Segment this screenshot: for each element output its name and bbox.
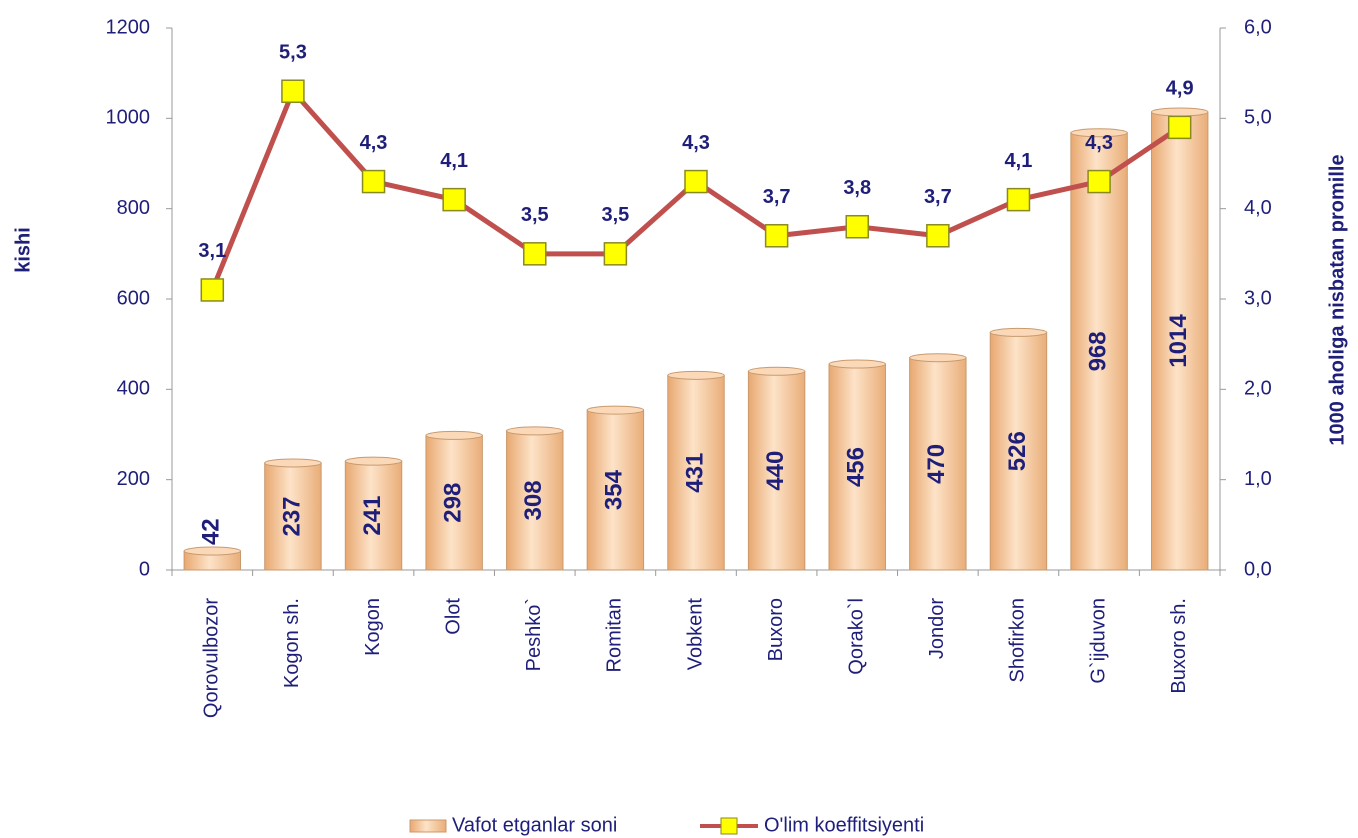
line-value-label: 4,1: [440, 150, 468, 172]
bar-top: [989, 327, 1048, 337]
bar-top: [828, 359, 886, 369]
legend-marker: [720, 817, 738, 835]
bar-value-label: 42: [198, 518, 225, 545]
bar-top: [264, 458, 322, 468]
y2-tick-label: 0,0: [1244, 558, 1272, 580]
line-marker: [1006, 187, 1031, 212]
line-marker: [442, 187, 466, 212]
y2-tick-label: 2,0: [1244, 378, 1272, 400]
bar-value-label: 354: [601, 469, 628, 510]
y-tick-label: 1200: [106, 16, 151, 38]
line-marker: [684, 169, 708, 194]
bar-value-label: 431: [681, 453, 708, 493]
bar-top: [1070, 128, 1128, 138]
line-marker: [1167, 115, 1192, 140]
line-marker: [764, 224, 789, 248]
bar-top: [506, 426, 564, 436]
legend-label: Vafot etganlar soni: [452, 814, 617, 836]
x-tick-label: Vobkent: [684, 598, 706, 671]
y2-tick-label: 5,0: [1244, 107, 1272, 129]
line-value-label: 4,3: [1085, 132, 1113, 154]
bar-top: [1150, 107, 1209, 117]
line-value-label: 5,3: [279, 42, 307, 64]
y-axis-title: kishi: [12, 227, 34, 273]
line-marker: [361, 169, 386, 194]
bar: [1150, 111, 1209, 571]
y2-axis-title: 1000 aholiga nisbatan promille: [1326, 154, 1348, 445]
line-marker: [603, 242, 628, 266]
x-tick-label: Peshko`: [523, 598, 545, 671]
x-tick-label: Olot: [442, 598, 464, 635]
y2-tick-label: 1,0: [1244, 468, 1272, 490]
line-marker: [523, 242, 547, 266]
line-marker: [1087, 169, 1111, 194]
y-tick-label: 600: [117, 287, 150, 309]
line-marker: [926, 224, 950, 248]
bar-value-label: 456: [843, 447, 870, 487]
line-value-label: 3,7: [763, 186, 791, 208]
line-marker: [200, 278, 225, 302]
bar-top: [425, 430, 483, 440]
bar-value-label: 1014: [1165, 314, 1192, 368]
bar: [747, 370, 806, 571]
x-tick-label: G`ijduvon: [1087, 598, 1109, 684]
line-value-label: 3,1: [198, 240, 226, 262]
y-tick-label: 800: [117, 197, 150, 219]
bar-value-label: 470: [923, 444, 950, 484]
bar-top: [183, 546, 242, 556]
legend-swatch: [409, 819, 447, 833]
x-tick-label: Buxoro sh.: [1168, 598, 1190, 694]
bar-value-label: 241: [359, 496, 386, 536]
x-tick-label: Kogon: [362, 598, 384, 656]
line-value-label: 4,3: [682, 132, 710, 154]
x-tick-label: Qorovulbozor: [201, 598, 223, 718]
line-value-label: 4,3: [360, 132, 388, 154]
y-tick-label: 1000: [106, 107, 151, 129]
y2-tick-label: 4,0: [1244, 197, 1272, 219]
bar-top: [586, 405, 645, 415]
x-tick-label: Buxoro: [765, 598, 787, 661]
x-tick-label: Qorako`l: [846, 598, 868, 675]
bar: [344, 460, 403, 571]
bar-value-label: 440: [762, 451, 789, 491]
bar: [1070, 132, 1128, 571]
bar-top: [344, 456, 403, 466]
bar-value-label: 526: [1004, 431, 1031, 471]
bar-top: [909, 353, 967, 363]
line-value-label: 4,1: [1005, 150, 1033, 172]
line-marker: [281, 79, 305, 103]
x-tick-label: Romitan: [604, 598, 626, 672]
bar-value-label: 968: [1084, 331, 1111, 371]
bar-value-label: 237: [278, 496, 305, 536]
x-tick-label: Kogon sh.: [281, 598, 303, 688]
x-tick-label: Jondor: [926, 598, 948, 659]
bar-value-label: 298: [439, 483, 466, 523]
bar-value-label: 308: [520, 480, 547, 520]
bar-top: [747, 366, 806, 376]
x-tick-label: Shofirkon: [1007, 598, 1029, 683]
bar: [586, 409, 645, 571]
y-tick-label: 400: [117, 378, 150, 400]
y-tick-label: 0: [139, 558, 150, 580]
y2-tick-label: 3,0: [1244, 287, 1272, 309]
y2-tick-label: 6,0: [1244, 16, 1272, 38]
line-value-label: 3,5: [521, 204, 549, 226]
line-marker: [845, 214, 869, 239]
y-tick-label: 200: [117, 468, 150, 490]
legend-label: O'lim koeffitsiyenti: [764, 814, 924, 836]
line-value-label: 3,5: [601, 204, 629, 226]
bar: [425, 434, 483, 571]
bar: [667, 374, 725, 571]
bar-top: [667, 370, 725, 380]
line-value-label: 3,8: [843, 177, 871, 199]
bar: [506, 430, 564, 571]
line-value-label: 4,9: [1166, 78, 1194, 100]
line-value-label: 3,7: [924, 186, 952, 208]
bar: [909, 357, 967, 571]
